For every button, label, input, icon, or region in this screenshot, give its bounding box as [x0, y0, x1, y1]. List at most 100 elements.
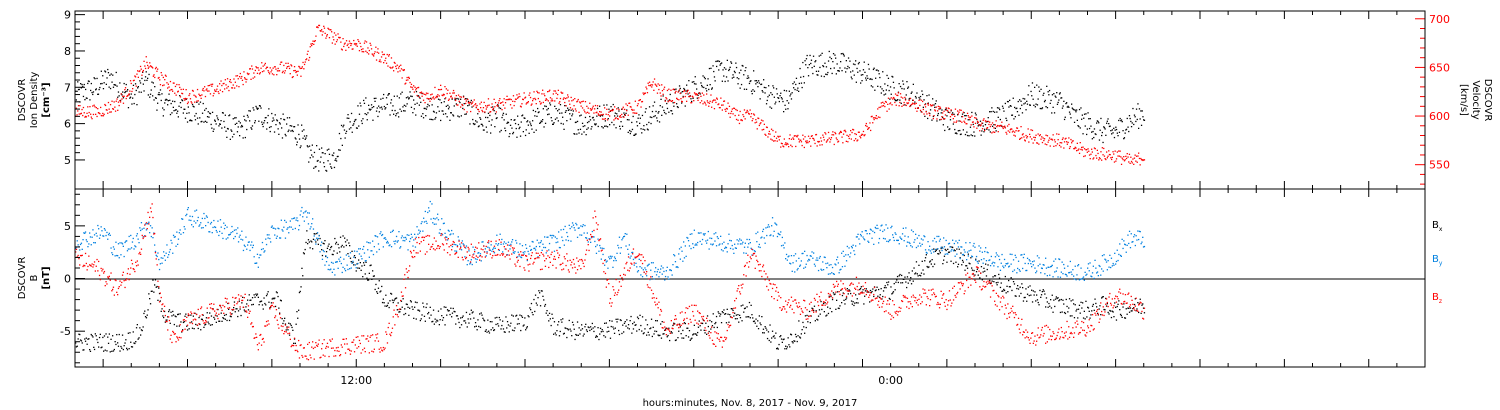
- bx-point: [288, 334, 291, 336]
- bx-point: [1090, 314, 1092, 316]
- velocity-point: [706, 93, 708, 95]
- bx-point: [432, 309, 435, 311]
- ion-density-point: [846, 68, 848, 70]
- bx-point: [927, 266, 929, 269]
- by-point: [260, 254, 262, 256]
- velocity-point: [749, 109, 751, 111]
- ion-density-point: [535, 129, 537, 131]
- bx-point: [452, 307, 454, 310]
- ion-density-point: [158, 92, 160, 94]
- bx-point: [97, 341, 99, 344]
- ion-density-point: [83, 83, 85, 86]
- velocity-point: [919, 109, 922, 112]
- ion-density-point: [563, 128, 565, 130]
- velocity-point: [204, 86, 206, 88]
- velocity-point: [598, 114, 600, 116]
- by-point: [173, 236, 175, 238]
- by-point: [539, 245, 541, 248]
- velocity-point: [966, 123, 968, 125]
- bx-point: [335, 243, 337, 245]
- velocity-point: [499, 98, 501, 100]
- ion-density-point: [845, 71, 847, 73]
- by-point: [544, 236, 546, 238]
- bx-point: [217, 308, 219, 311]
- bx-point: [395, 297, 397, 300]
- velocity-point: [681, 101, 683, 103]
- bx-point: [1042, 289, 1044, 291]
- bx-point: [762, 328, 765, 330]
- velocity-point: [175, 94, 177, 96]
- bx-point: [1061, 311, 1063, 313]
- ion-density-point: [299, 146, 301, 149]
- velocity-point: [829, 141, 831, 143]
- bx-point: [580, 329, 582, 331]
- by-point: [581, 234, 583, 236]
- bx-point: [1007, 291, 1009, 293]
- bx-point: [803, 326, 805, 328]
- velocity-point: [336, 39, 338, 41]
- bx-point: [482, 317, 484, 319]
- velocity-point: [264, 62, 266, 65]
- by-point: [562, 239, 564, 242]
- by-point: [240, 238, 242, 240]
- velocity-point: [107, 112, 109, 114]
- ion-density-point: [805, 64, 807, 66]
- by-point: [521, 245, 524, 247]
- by-point: [231, 225, 233, 228]
- ion-density-point: [460, 115, 462, 117]
- ion-density-point: [234, 117, 236, 119]
- velocity-point: [277, 67, 279, 70]
- by-point: [109, 234, 111, 236]
- bx-point: [847, 293, 849, 295]
- bx-point: [563, 332, 565, 334]
- by-point: [437, 213, 439, 215]
- by-point: [137, 238, 139, 240]
- bx-point: [883, 287, 886, 289]
- ion-density-point: [1038, 86, 1040, 88]
- velocity-point: [1100, 151, 1102, 153]
- by-point: [170, 239, 172, 242]
- bx-point: [664, 328, 667, 330]
- velocity-point: [957, 113, 959, 115]
- velocity-point: [291, 65, 293, 67]
- bx-point: [211, 324, 213, 326]
- bx-point: [637, 317, 640, 320]
- by-point: [139, 227, 141, 229]
- velocity-point: [739, 110, 741, 113]
- bx-point: [916, 273, 918, 275]
- bx-point: [209, 312, 211, 314]
- by-point: [261, 241, 264, 244]
- by-point: [570, 240, 572, 242]
- velocity-point: [141, 74, 143, 76]
- bx-point: [238, 300, 240, 302]
- ion-density-point: [855, 60, 857, 62]
- ion-density-point: [194, 115, 196, 117]
- velocity-point: [300, 75, 302, 77]
- by-point: [367, 249, 369, 251]
- bx-point: [242, 296, 244, 298]
- velocity-point: [954, 115, 956, 117]
- bx-point: [169, 322, 171, 324]
- bx-point: [463, 320, 465, 322]
- ion-density-point: [599, 105, 601, 107]
- velocity-point: [522, 98, 524, 101]
- ion-density-point: [251, 125, 254, 127]
- velocity-point: [187, 101, 189, 103]
- ion-density-point: [219, 123, 221, 125]
- velocity-point: [303, 63, 306, 66]
- velocity-point: [155, 66, 157, 69]
- velocity-point: [1125, 157, 1128, 160]
- ion-density-point: [675, 88, 677, 90]
- bx-point: [472, 311, 474, 313]
- by-point: [277, 227, 279, 229]
- velocity-point: [481, 109, 483, 112]
- bx-point: [723, 309, 725, 311]
- by-point: [143, 227, 145, 229]
- bx-point: [813, 309, 815, 312]
- bx-point: [736, 318, 738, 320]
- velocity-point: [123, 95, 125, 97]
- by-point: [76, 240, 78, 242]
- ion-density-point: [924, 103, 927, 105]
- velocity-point: [261, 71, 264, 73]
- ion-density-point: [109, 87, 112, 90]
